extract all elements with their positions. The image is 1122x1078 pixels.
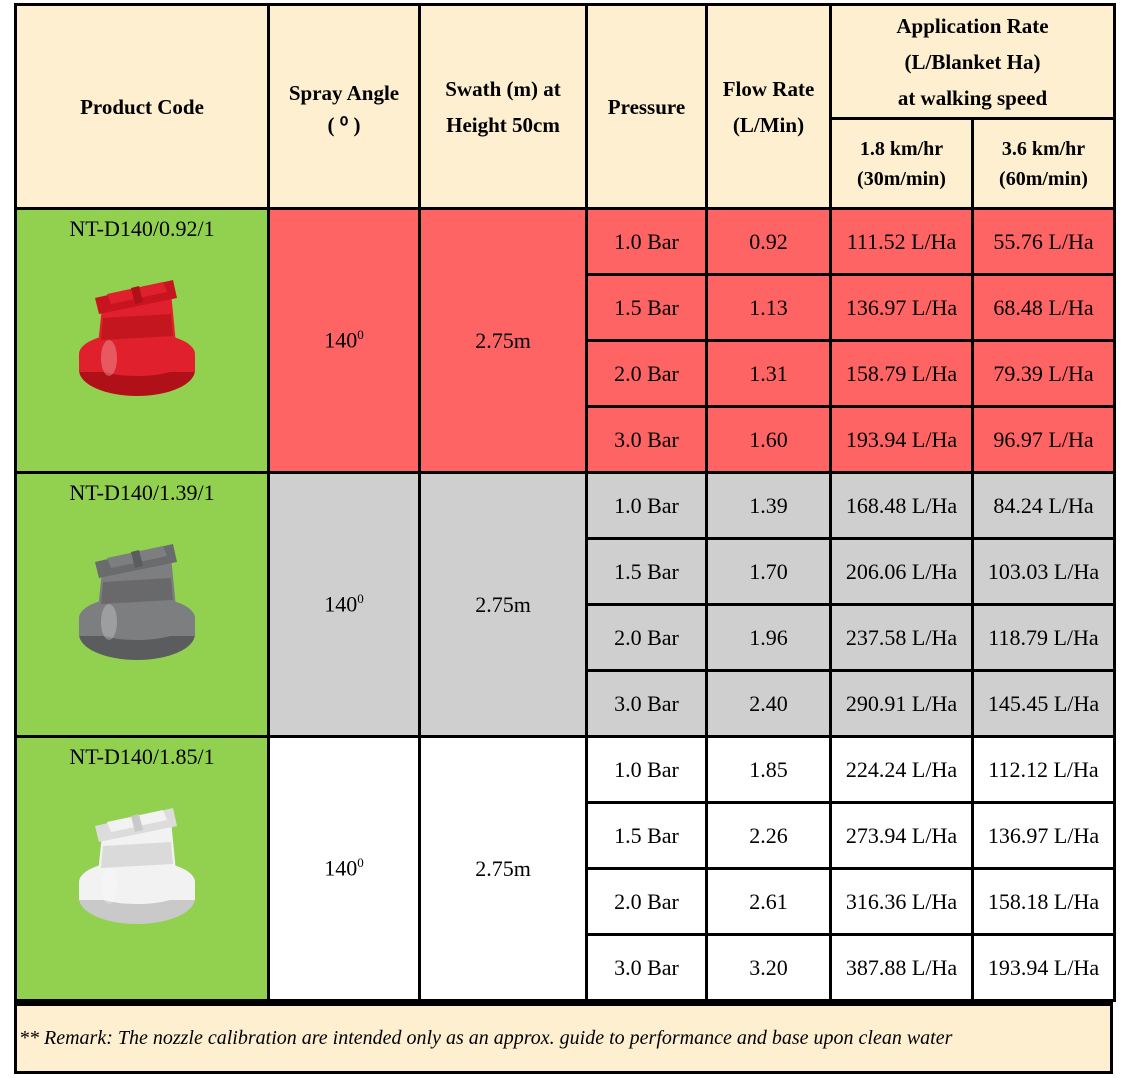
white-nozzle-icon xyxy=(19,786,266,936)
flow-rate-cell: 1.85 xyxy=(705,735,832,804)
table-row: 3.0 Bar 2.40 290.91 L/Ha 145.45 L/Ha xyxy=(16,669,1116,738)
flow-rate-cell: 2.26 xyxy=(705,801,832,870)
rate-30-cell: 316.36 L/Ha xyxy=(829,867,974,936)
rate-60-cell: 103.03 L/Ha xyxy=(971,537,1116,606)
rate-30-cell: 111.52 L/Ha xyxy=(829,207,974,276)
pressure-cell: 1.5 Bar xyxy=(585,801,708,870)
header-speed-60: 3.6 km/hr (60m/min) xyxy=(971,117,1116,210)
rate-30-cell: 290.91 L/Ha xyxy=(829,669,974,738)
flow-rate-cell: 1.70 xyxy=(705,537,832,606)
flow-rate-cell: 1.39 xyxy=(705,471,832,540)
rate-60-cell: 158.18 L/Ha xyxy=(971,867,1116,936)
pressure-cell: 2.0 Bar xyxy=(585,867,708,936)
pressure-cell: 2.0 Bar xyxy=(585,339,708,408)
degree-mark: 0 xyxy=(357,855,364,871)
swath-value: 2.75m xyxy=(475,855,531,881)
flow-rate-cell: 1.13 xyxy=(705,273,832,342)
pressure-cell: 3.0 Bar xyxy=(585,933,708,1002)
flow-rate-cell: 2.61 xyxy=(705,867,832,936)
table-row: NT-D140/0.92/1 1400 2.75m 1.0 Bar 0.92 111.52… xyxy=(14,207,1116,474)
swath-cell: 2.75m xyxy=(418,471,588,738)
pressure-cell: 1.0 Bar xyxy=(585,471,708,540)
pressure-cell: 1.5 Bar xyxy=(585,537,708,606)
rate-30-cell: 168.48 L/Ha xyxy=(829,471,974,540)
pressure-cell: 1.0 Bar xyxy=(585,735,708,804)
swath-cell: 2.75m xyxy=(418,207,588,474)
rate-60-cell: 145.45 L/Ha xyxy=(971,669,1116,738)
pressure-cell: 1.0 Bar xyxy=(585,207,708,276)
rate-30-cell: 193.94 L/Ha xyxy=(829,405,974,474)
product-cell: NT-D140/1.39/1 xyxy=(14,471,270,738)
spray-angle-value: 140 xyxy=(324,327,358,353)
rate-60-cell: 55.76 L/Ha xyxy=(971,207,1116,276)
swath-value: 2.75m xyxy=(475,327,531,353)
rate-60-cell: 136.97 L/Ha xyxy=(971,801,1116,870)
flow-rate-cell: 1.96 xyxy=(705,603,832,672)
rate-30-cell: 158.79 L/Ha xyxy=(829,339,974,408)
pressure-cell: 1.5 Bar xyxy=(585,273,708,342)
rate-30-cell: 224.24 L/Ha xyxy=(829,735,974,804)
table-row: 2.0 Bar 1.31 158.79 L/Ha 79.39 L/Ha xyxy=(16,339,1116,408)
product-code: NT-D140/1.39/1 xyxy=(69,480,215,505)
rate-60-cell: 84.24 L/Ha xyxy=(971,471,1116,540)
flow-rate-cell: 1.31 xyxy=(705,339,832,408)
spray-angle-value: 140 xyxy=(324,855,358,881)
nozzle-table-frame: Product Code Spray Angle( ⁰ ) Swath (m) … xyxy=(14,3,1116,1074)
rate-30-cell: 237.58 L/Ha xyxy=(829,603,974,672)
table-row: 2.0 Bar 1.96 237.58 L/Ha 118.79 L/Ha xyxy=(16,603,1116,672)
product-cell: NT-D140/1.85/1 xyxy=(14,735,270,1002)
rate-60-cell: 193.94 L/Ha xyxy=(971,933,1116,1002)
flow-rate-cell: 3.20 xyxy=(705,933,832,1002)
degree-mark: 0 xyxy=(357,591,364,607)
rate-60-cell: 68.48 L/Ha xyxy=(971,273,1116,342)
flow-rate-cell: 0.92 xyxy=(705,207,832,276)
rate-60-cell: 96.97 L/Ha xyxy=(971,405,1116,474)
flow-rate-cell: 2.40 xyxy=(705,669,832,738)
header-application-rate: Application Rate (L/Blanket Ha) at walki… xyxy=(829,3,1116,120)
header-swath: Swath (m) at Height 50cm xyxy=(418,3,588,210)
spray-angle-value: 140 xyxy=(324,591,358,617)
flow-rate-cell: 1.60 xyxy=(705,405,832,474)
rate-60-cell: 112.12 L/Ha xyxy=(971,735,1116,804)
table-row: 3.0 Bar 3.20 387.88 L/Ha 193.94 L/Ha xyxy=(16,933,1116,1002)
table-row: NT-D140/1.85/1 1400 2.75m 1.0 Bar 1.85 224.24… xyxy=(14,735,1116,1002)
table-row: 1.5 Bar 1.13 136.97 L/Ha 68.48 L/Ha xyxy=(16,273,1116,342)
rate-30-cell: 273.94 L/Ha xyxy=(829,801,974,870)
nozzle-calibration-table: Product Code Spray Angle( ⁰ ) Swath (m) … xyxy=(14,3,1116,1002)
red-nozzle-icon xyxy=(19,258,266,408)
rate-60-cell: 79.39 L/Ha xyxy=(971,339,1116,408)
grey-nozzle-icon xyxy=(19,522,266,672)
header-flow-rate: Flow Rate (L/Min) xyxy=(705,3,832,210)
spray-angle-cell: 1400 xyxy=(267,471,421,738)
swath-cell: 2.75m xyxy=(418,735,588,1002)
pressure-cell: 3.0 Bar xyxy=(585,405,708,474)
product-code: NT-D140/0.92/1 xyxy=(69,216,215,241)
table-row: 1.5 Bar 1.70 206.06 L/Ha 103.03 L/Ha xyxy=(16,537,1116,606)
degree-mark: 0 xyxy=(357,327,364,343)
pressure-cell: 2.0 Bar xyxy=(585,603,708,672)
spray-angle-cell: 1400 xyxy=(267,735,421,1002)
spray-angle-cell: 1400 xyxy=(267,207,421,474)
rate-30-cell: 387.88 L/Ha xyxy=(829,933,974,1002)
product-cell: NT-D140/0.92/1 xyxy=(14,207,270,474)
header-pressure: Pressure xyxy=(585,3,708,210)
header-speed-30: 1.8 km/hr (30m/min) xyxy=(829,117,974,210)
swath-value: 2.75m xyxy=(475,591,531,617)
table-row: 3.0 Bar 1.60 193.94 L/Ha 96.97 L/Ha xyxy=(16,405,1116,474)
rate-30-cell: 136.97 L/Ha xyxy=(829,273,974,342)
remark-note: ** Remark: The nozzle calibration are in… xyxy=(17,1006,1110,1071)
header-spray-angle: Spray Angle( ⁰ ) xyxy=(267,3,421,210)
product-code: NT-D140/1.85/1 xyxy=(69,744,215,769)
table-body: NT-D140/0.92/1 1400 2.75m 1.0 Bar 0.92 111.52… xyxy=(14,207,1116,1002)
pressure-cell: 3.0 Bar xyxy=(585,669,708,738)
table-row: NT-D140/1.39/1 1400 2.75m 1.0 Bar 1.39 168.48… xyxy=(14,471,1116,738)
table-row: 2.0 Bar 2.61 316.36 L/Ha 158.18 L/Ha xyxy=(16,867,1116,936)
table-row: 1.5 Bar 2.26 273.94 L/Ha 136.97 L/Ha xyxy=(16,801,1116,870)
rate-60-cell: 118.79 L/Ha xyxy=(971,603,1116,672)
rate-30-cell: 206.06 L/Ha xyxy=(829,537,974,606)
header-product-code: Product Code xyxy=(14,3,270,210)
